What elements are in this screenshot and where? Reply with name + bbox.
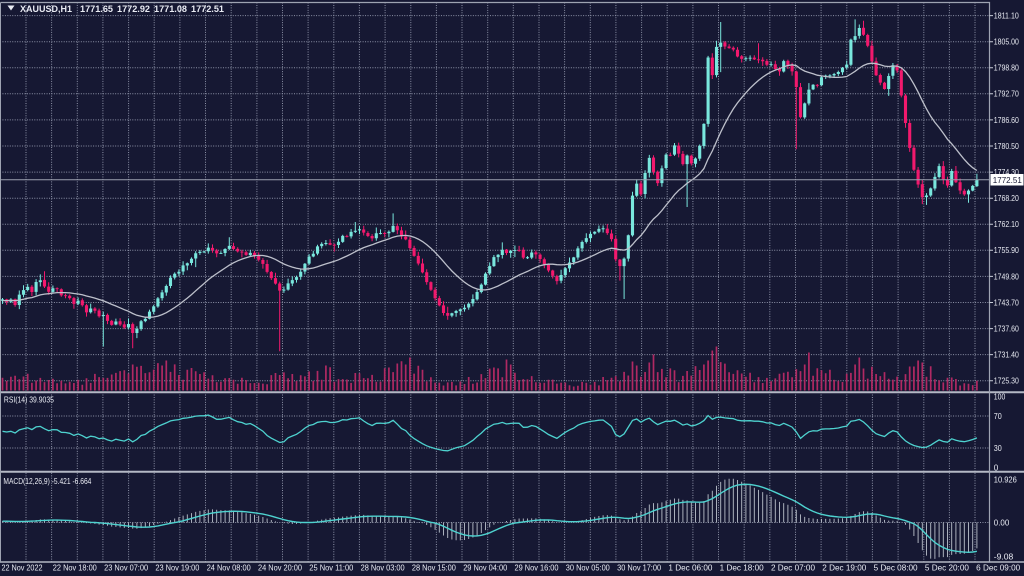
svg-text:1 Dec 06:00: 1 Dec 06:00: [668, 564, 713, 573]
svg-text:1771.08: 1771.08: [154, 4, 187, 14]
svg-text:1772.51: 1772.51: [191, 4, 224, 14]
svg-text:1792.70: 1792.70: [994, 90, 1019, 99]
svg-text:1749.80: 1749.80: [994, 272, 1019, 281]
svg-text:30: 30: [994, 444, 1002, 453]
svg-text:5 Dec 08:00: 5 Dec 08:00: [874, 564, 919, 573]
svg-text:1737.60: 1737.60: [994, 325, 1019, 334]
svg-text:0: 0: [994, 464, 999, 473]
svg-text:-9.08: -9.08: [994, 553, 1014, 562]
svg-text:28 Nov 03:00: 28 Nov 03:00: [361, 564, 406, 573]
svg-text:1798.80: 1798.80: [994, 64, 1019, 73]
svg-text:1768.20: 1768.20: [994, 194, 1019, 203]
svg-text:24 Nov 20:00: 24 Nov 20:00: [258, 564, 303, 573]
svg-text:RSI(14) 39.9035: RSI(14) 39.9035: [4, 396, 54, 405]
svg-text:28 Nov 15:00: 28 Nov 15:00: [412, 564, 457, 573]
svg-text:1771.65: 1771.65: [80, 4, 113, 14]
svg-text:5 Dec 20:00: 5 Dec 20:00: [925, 564, 970, 573]
svg-text:30 Nov 17:00: 30 Nov 17:00: [617, 564, 662, 573]
svg-text:70: 70: [994, 412, 1002, 421]
svg-text:1755.90: 1755.90: [994, 246, 1019, 255]
svg-text:1762.10: 1762.10: [994, 220, 1019, 229]
svg-text:100: 100: [994, 393, 1006, 402]
svg-text:29 Nov 16:00: 29 Nov 16:00: [515, 564, 560, 573]
svg-text:22 Nov 2022: 22 Nov 2022: [2, 564, 43, 573]
svg-text:6 Dec 09:00: 6 Dec 09:00: [976, 564, 1021, 573]
svg-text:23 Nov 19:00: 23 Nov 19:00: [155, 564, 200, 573]
svg-text:10.926: 10.926: [994, 476, 1018, 485]
svg-text:24 Nov 08:00: 24 Nov 08:00: [207, 564, 252, 573]
svg-text:2 Dec 19:00: 2 Dec 19:00: [822, 564, 867, 573]
svg-text:1805.00: 1805.00: [994, 38, 1019, 47]
svg-text:XAUUSD,H1: XAUUSD,H1: [20, 4, 72, 14]
svg-text:1811.10: 1811.10: [994, 12, 1019, 21]
svg-text:1772.92: 1772.92: [117, 4, 150, 14]
svg-text:2 Dec 07:00: 2 Dec 07:00: [771, 564, 816, 573]
svg-text:MACD(12,26,9) -5.421 -6.664: MACD(12,26,9) -5.421 -6.664: [3, 477, 91, 486]
svg-text:22 Nov 18:00: 22 Nov 18:00: [53, 564, 98, 573]
svg-text:1743.70: 1743.70: [994, 298, 1019, 307]
svg-text:29 Nov 04:00: 29 Nov 04:00: [463, 564, 508, 573]
svg-text:23 Nov 07:00: 23 Nov 07:00: [104, 564, 149, 573]
svg-text:30 Nov 05:00: 30 Nov 05:00: [566, 564, 611, 573]
svg-text:1786.60: 1786.60: [994, 116, 1019, 125]
svg-text:1731.40: 1731.40: [994, 351, 1019, 360]
svg-text:25 Nov 11:00: 25 Nov 11:00: [309, 564, 354, 573]
svg-text:1774.30: 1774.30: [994, 168, 1019, 177]
svg-text:0.00: 0.00: [994, 518, 1010, 527]
svg-text:1780.50: 1780.50: [994, 142, 1019, 151]
svg-text:1725.30: 1725.30: [994, 377, 1019, 386]
svg-text:1 Dec 18:00: 1 Dec 18:00: [720, 564, 765, 573]
svg-text:1772.51: 1772.51: [993, 176, 1023, 185]
